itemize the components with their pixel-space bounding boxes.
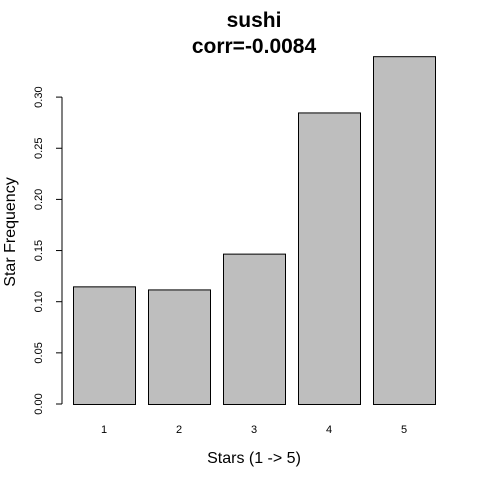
bar-2 [149, 290, 211, 405]
y-axis-tick-label: 0.15 [33, 240, 45, 261]
x-axis-tick-label: 5 [401, 424, 407, 436]
chart-subtitle: corr=-0.0084 [192, 35, 317, 58]
y-axis-tick-label: 0.00 [33, 393, 45, 414]
y-axis-tick-label: 0.20 [33, 189, 45, 210]
x-axis-label: Stars (1 -> 5) [207, 450, 301, 467]
y-axis-label: Star Frequency [2, 177, 19, 286]
bar-5 [374, 57, 436, 405]
bar-1 [74, 287, 136, 405]
x-axis-tick-label: 3 [251, 424, 257, 436]
y-axis-tick-label: 0.30 [33, 86, 45, 107]
bar-4 [299, 113, 361, 405]
x-axis-tick-label: 1 [101, 424, 107, 436]
x-axis-tick-label: 4 [326, 424, 332, 436]
y-axis-tick-label: 0.05 [33, 342, 45, 363]
y-axis-tick-label: 0.25 [33, 138, 45, 159]
y-axis-tick-label: 0.10 [33, 291, 45, 312]
x-axis-tick-label: 2 [176, 424, 182, 436]
chart-title: sushi [227, 9, 282, 32]
bar-3 [224, 254, 286, 404]
